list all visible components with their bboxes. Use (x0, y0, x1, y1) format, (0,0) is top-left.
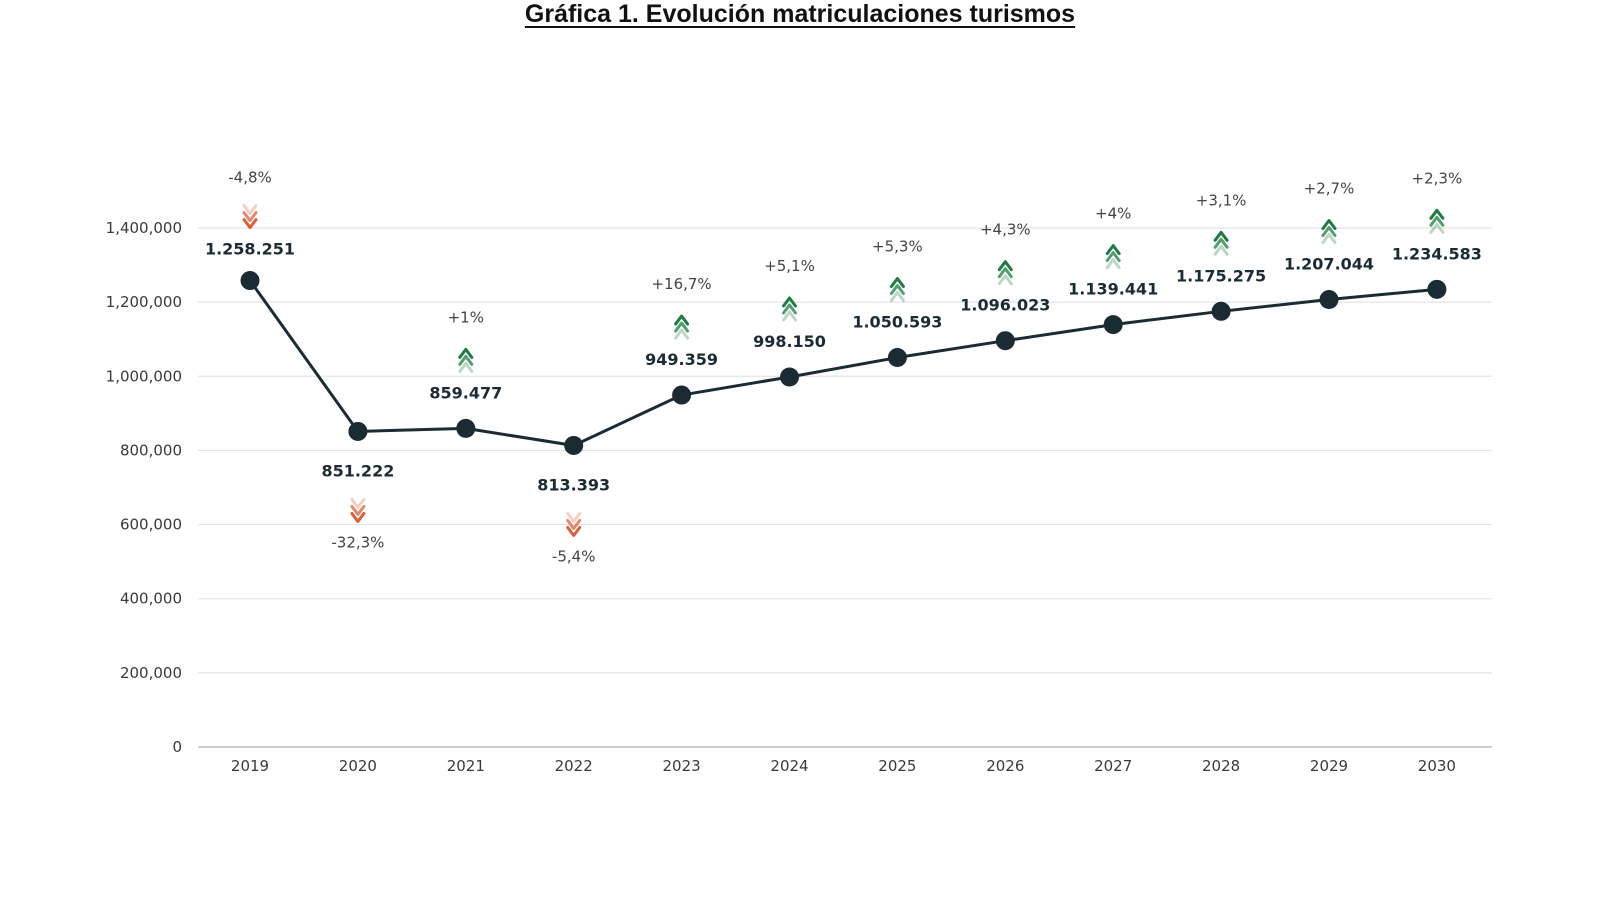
pct-change-label: +4% (1095, 205, 1131, 223)
pct-change-label: +5,1% (764, 257, 815, 275)
data-label: 859.477 (429, 383, 502, 402)
up-arrow-icon (1429, 208, 1445, 234)
pct-change-label: +3,1% (1196, 191, 1247, 209)
y-tick-label: 800,000 (120, 441, 182, 459)
data-point (348, 421, 368, 441)
data-label: 851.222 (321, 461, 394, 480)
up-arrow-icon (674, 314, 690, 340)
y-tick-label: 600,000 (120, 516, 182, 534)
down-arrow-icon (242, 204, 258, 230)
x-tick-label: 2025 (878, 757, 916, 775)
up-arrow-icon (458, 347, 474, 373)
x-tick-label: 2019 (231, 757, 269, 775)
chart-title-container: Gráfica 1. Evolución matriculaciones tur… (0, 0, 1600, 40)
data-point (1427, 279, 1447, 299)
data-label: 1.050.593 (852, 313, 942, 332)
data-label: 1.139.441 (1068, 280, 1158, 299)
data-label: 813.393 (537, 475, 610, 494)
pct-change-label: +16,7% (651, 275, 711, 293)
y-tick-label: 400,000 (120, 590, 182, 608)
data-point (1103, 315, 1123, 335)
data-label: 1.096.023 (960, 296, 1050, 315)
data-point (995, 331, 1015, 351)
pct-change-label: +1% (448, 308, 484, 326)
pct-change-label: +2,7% (1304, 180, 1355, 198)
chart-title: Gráfica 1. Evolución matriculaciones tur… (524, 0, 1076, 28)
x-tick-label: 2020 (339, 757, 377, 775)
up-arrow-icon (1105, 244, 1121, 270)
up-arrow-icon (889, 277, 905, 303)
data-label: 949.359 (645, 350, 718, 369)
up-arrow-icon (1213, 230, 1229, 256)
x-tick-label: 2023 (663, 757, 701, 775)
data-point (672, 385, 692, 405)
x-tick-label: 2029 (1310, 757, 1348, 775)
data-point (887, 348, 907, 368)
pct-change-label: -5,4% (552, 547, 596, 565)
x-tick-label: 2027 (1094, 757, 1132, 775)
x-tick-label: 2030 (1418, 757, 1456, 775)
data-label: 1.175.275 (1176, 266, 1266, 285)
up-arrow-icon (997, 260, 1013, 286)
data-label: 1.258.251 (205, 240, 295, 259)
data-label: 1.207.044 (1284, 255, 1374, 274)
data-point (564, 435, 584, 455)
up-arrow-icon (782, 296, 797, 322)
x-tick-label: 2021 (447, 757, 485, 775)
data-point (1319, 290, 1339, 310)
pct-change-label: +5,3% (872, 238, 923, 256)
x-tick-label: 2022 (555, 757, 593, 775)
data-point (456, 418, 476, 438)
data-point (240, 271, 260, 291)
data-point (1211, 301, 1231, 321)
y-tick-label: 1,000,000 (106, 367, 182, 385)
pct-change-label: -4,8% (228, 169, 272, 187)
x-tick-label: 2028 (1202, 757, 1240, 775)
y-tick-label: 1,200,000 (106, 293, 182, 311)
pct-change-label: +4,3% (980, 221, 1031, 239)
data-point (780, 367, 799, 387)
data-label: 1.234.583 (1392, 244, 1482, 263)
down-arrow-icon (566, 511, 582, 537)
up-arrow-icon (1321, 219, 1337, 245)
data-label: 998.150 (753, 332, 826, 351)
pct-change-label: -32,3% (331, 533, 384, 551)
y-tick-label: 1,400,000 (106, 219, 182, 237)
series-line (248, 279, 1438, 447)
y-tick-label: 200,000 (120, 664, 182, 682)
y-tick-label: 0 (172, 738, 182, 756)
down-arrow-icon (350, 497, 366, 523)
x-tick-label: 2024 (770, 757, 808, 775)
pct-change-label: +2,3% (1412, 169, 1463, 187)
x-tick-label: 2026 (986, 757, 1024, 775)
